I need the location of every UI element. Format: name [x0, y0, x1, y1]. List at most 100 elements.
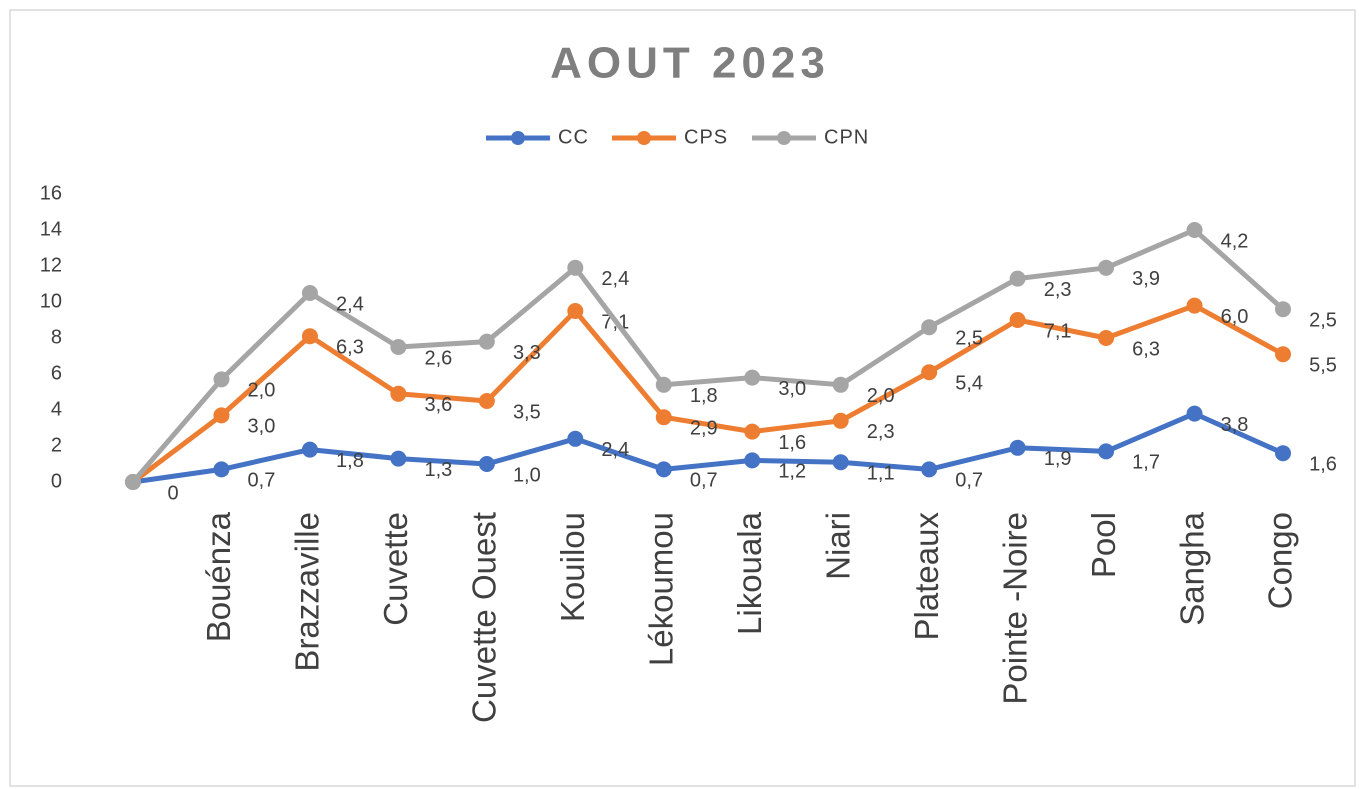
- data-point: [832, 454, 849, 471]
- data-label: 1,8: [336, 450, 364, 472]
- data-label: 2,5: [1309, 309, 1337, 331]
- data-point: [567, 303, 584, 319]
- y-tick-label: 6: [51, 362, 62, 384]
- data-label: 2,0: [248, 380, 276, 402]
- data-point: [390, 339, 407, 355]
- data-label: 1,6: [1309, 453, 1337, 475]
- data-point: [301, 441, 318, 458]
- data-point: [1275, 301, 1291, 318]
- data-label: 3,5: [513, 401, 541, 423]
- data-label: 2,9: [690, 417, 718, 439]
- data-point: [655, 461, 672, 478]
- data-label: 2,4: [601, 439, 629, 461]
- data-label: 0: [167, 482, 178, 504]
- y-tick-label: 14: [40, 218, 62, 240]
- data-label: 2,3: [1044, 279, 1072, 301]
- data-point: [301, 328, 318, 345]
- data-label: 3,6: [424, 394, 452, 416]
- data-point: [478, 393, 495, 409]
- data-point: [213, 371, 230, 388]
- data-label: 1,6: [778, 432, 806, 454]
- data-label: 3,8: [1221, 414, 1249, 436]
- x-tick-label: Sangha: [1173, 511, 1210, 625]
- data-point: [832, 376, 849, 393]
- y-tick-label: 2: [51, 434, 62, 456]
- data-point: [921, 461, 938, 478]
- x-tick-label: Likouala: [731, 511, 768, 635]
- data-label: 3,9: [1132, 268, 1160, 290]
- data-point: [390, 385, 407, 402]
- data-label: 1,7: [1132, 452, 1160, 474]
- chart-title: AOUT 2023: [550, 39, 830, 88]
- y-tick-label: 16: [40, 182, 62, 204]
- data-point: [744, 452, 761, 469]
- data-point: [125, 474, 141, 490]
- x-tick-label: Bouénza: [200, 511, 237, 642]
- x-tick-label: Congo: [1262, 512, 1299, 609]
- data-point: [213, 407, 230, 424]
- legend-label: CC: [558, 126, 589, 148]
- data-point: [1186, 297, 1203, 314]
- data-label: 0,7: [248, 470, 276, 492]
- data-point: [1275, 445, 1291, 462]
- data-point: [478, 456, 495, 472]
- data-label: 6,3: [336, 336, 364, 358]
- y-tick-label: 0: [51, 470, 62, 492]
- legend-marker: [777, 131, 791, 145]
- data-label: 0,7: [690, 470, 718, 492]
- data-label: 2,3: [867, 421, 895, 443]
- data-point: [921, 364, 938, 381]
- data-label: 1,2: [778, 461, 806, 483]
- data-point: [301, 285, 318, 301]
- data-label: 3,0: [248, 416, 276, 438]
- x-tick-label: Brazzaville: [289, 512, 326, 672]
- data-label: 6,3: [1132, 338, 1160, 360]
- data-label: 4,2: [1221, 230, 1249, 252]
- data-point: [567, 430, 584, 447]
- data-point: [1009, 312, 1026, 328]
- x-tick-label: Plateaux: [908, 512, 945, 641]
- data-label: 7,1: [1044, 320, 1072, 342]
- data-label: 2,0: [867, 385, 895, 407]
- series-line: [131, 227, 1285, 484]
- data-point: [1186, 405, 1203, 422]
- data-point: [567, 259, 584, 276]
- legend-label: CPN: [824, 126, 869, 148]
- series-line: [132, 411, 1285, 485]
- data-label: 1,8: [690, 385, 718, 407]
- data-point: [1098, 443, 1115, 460]
- legend-label: CPS: [684, 126, 728, 148]
- x-tick-label: Pointe -Noire: [996, 512, 1033, 705]
- x-tick-label: Pool: [1085, 512, 1122, 578]
- data-point: [478, 333, 495, 350]
- x-tick-label: Lékoumou: [642, 512, 679, 666]
- data-label: 1,3: [424, 459, 452, 481]
- data-label: 0,7: [955, 470, 983, 492]
- data-label: 6,0: [1221, 306, 1249, 328]
- y-tick-label: 12: [40, 254, 62, 276]
- legend-marker: [637, 131, 651, 145]
- data-label: 2,5: [955, 327, 983, 349]
- x-tick-label: Cuvette: [377, 512, 414, 626]
- data-label: 1,1: [867, 462, 895, 484]
- data-point: [390, 450, 407, 467]
- data-point: [1098, 259, 1115, 276]
- data-point: [1009, 439, 1026, 456]
- data-label: 1,9: [1044, 448, 1072, 470]
- series-line: [131, 303, 1285, 484]
- data-point: [744, 423, 761, 440]
- data-point: [921, 319, 938, 336]
- chart-frame: [9, 9, 1356, 787]
- data-point: [1009, 270, 1026, 287]
- x-tick-label: Cuvette Ouest: [466, 512, 503, 723]
- data-point: [655, 409, 672, 426]
- data-point: [832, 412, 849, 429]
- data-point: [213, 461, 230, 478]
- data-label: 5,4: [955, 372, 983, 394]
- y-tick-label: 10: [40, 290, 62, 312]
- data-label: 3,0: [778, 378, 806, 400]
- x-tick-label: Kouilou: [554, 512, 591, 622]
- y-tick-label: 4: [51, 398, 62, 420]
- legend-marker: [511, 131, 525, 145]
